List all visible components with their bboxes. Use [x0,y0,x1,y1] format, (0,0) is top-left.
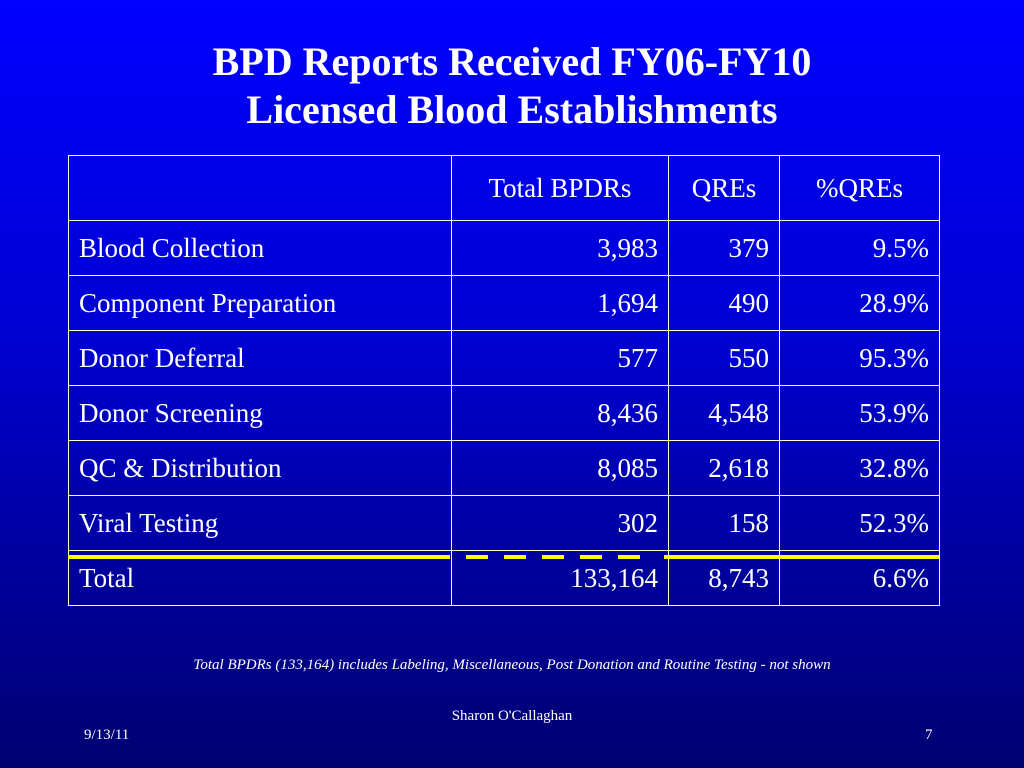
total-qres: 8,743 [668,550,780,606]
header-pct-qres: %QREs [779,155,940,221]
header-cell-empty [68,155,452,221]
author-footer: Sharon O'Callaghan [451,708,573,724]
row-qres: 2,618 [668,440,780,496]
row-qres: 379 [668,220,780,276]
row-pct-qres: 95.3% [779,330,940,386]
footnote: Total BPDRs (133,164) includes Labeling,… [193,657,831,673]
row-qres: 490 [668,275,780,331]
table-row: Blood Collection 3,983 379 9.5% [68,220,940,276]
title-line-2: Licensed Blood Establishments [246,87,778,132]
row-category: Viral Testing [68,495,452,551]
row-pct-qres: 9.5% [779,220,940,276]
row-category: Donor Deferral [68,330,452,386]
bpdr-table: Total BPDRs QREs %QREs Blood Collection … [68,155,940,606]
header-qres: QREs [668,155,780,221]
page-number: 7 [925,727,933,743]
total-separator-right [664,555,939,559]
total-separator-left [68,555,450,559]
row-total-bpdrs: 1,694 [451,275,669,331]
row-qres: 550 [668,330,780,386]
table-row: Donor Screening 8,436 4,548 53.9% [68,385,940,441]
row-total-bpdrs: 3,983 [451,220,669,276]
row-category: Blood Collection [68,220,452,276]
table-row: Component Preparation 1,694 490 28.9% [68,275,940,331]
row-pct-qres: 28.9% [779,275,940,331]
table-row: Viral Testing 302 158 52.3% [68,495,940,551]
row-total-bpdrs: 302 [451,495,669,551]
row-category: Component Preparation [68,275,452,331]
table-row: QC & Distribution 8,085 2,618 32.8% [68,440,940,496]
table-total-row: Total 133,164 8,743 6.6% [68,550,940,606]
slide-title: BPD Reports Received FY06-FY10 Licensed … [0,38,1024,134]
row-category: QC & Distribution [68,440,452,496]
row-total-bpdrs: 577 [451,330,669,386]
row-qres: 4,548 [668,385,780,441]
table-row: Donor Deferral 577 550 95.3% [68,330,940,386]
row-pct-qres: 53.9% [779,385,940,441]
total-bpdrs: 133,164 [451,550,669,606]
total-pct-qres: 6.6% [779,550,940,606]
table-header-row: Total BPDRs QREs %QREs [68,155,940,221]
date-footer: 9/13/11 [84,727,130,743]
row-category: Donor Screening [68,385,452,441]
row-pct-qres: 32.8% [779,440,940,496]
total-separator-dashed [466,555,656,559]
row-total-bpdrs: 8,085 [451,440,669,496]
row-total-bpdrs: 8,436 [451,385,669,441]
row-qres: 158 [668,495,780,551]
title-line-1: BPD Reports Received FY06-FY10 [212,39,812,84]
total-label: Total [68,550,452,606]
header-total-bpdrs: Total BPDRs [451,155,669,221]
row-pct-qres: 52.3% [779,495,940,551]
